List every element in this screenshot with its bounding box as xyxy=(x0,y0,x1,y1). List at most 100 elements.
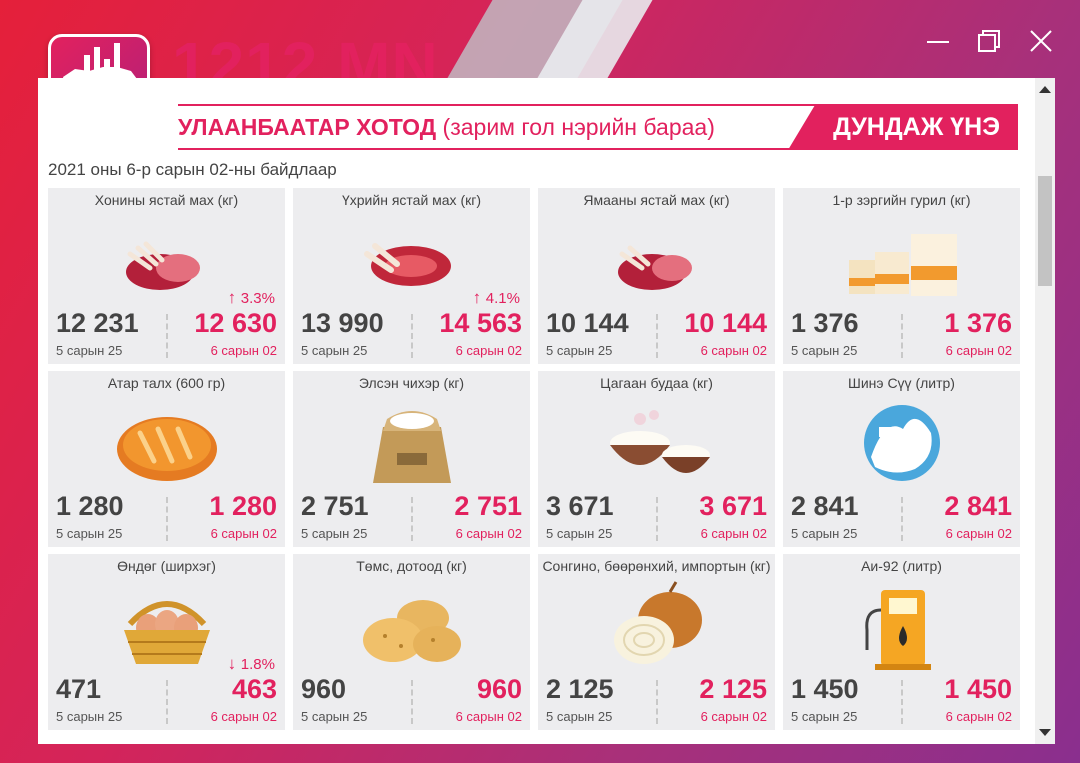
previous-date: 5 сарын 25 xyxy=(546,343,613,358)
price-divider xyxy=(656,497,658,541)
scroll-up-icon[interactable] xyxy=(1039,86,1051,93)
price-card: Шинэ Сүү (литр) 2 841 5 сарын 25 2 841 6 сар… xyxy=(783,371,1020,547)
item-title: Атар талх (600 гр) xyxy=(107,375,226,391)
item-title: Элсэн чихэр (кг) xyxy=(358,375,465,391)
arrow-up-icon: ↑ xyxy=(227,288,241,307)
previous-price: 960 xyxy=(301,674,347,704)
beef-ribs-icon xyxy=(345,214,479,306)
price-divider xyxy=(656,314,658,358)
price-card: Өндөг (ширхэг) 471 5 сарын 25 463 6 сарын 02… xyxy=(48,554,285,730)
current-date: 6 сарын 02 xyxy=(945,343,1012,358)
milk-icon xyxy=(835,397,969,489)
item-title: Ямааны ястай мах (кг) xyxy=(583,192,730,208)
price-card: 1-р зэргийн гурил (кг) 1 376 5 сарын 25 1 3… xyxy=(783,188,1020,364)
onion-icon xyxy=(590,580,724,672)
previous-price: 1 450 xyxy=(791,674,859,704)
price-card: Хонины ястай мах (кг) 12 231 5 сарын 25 12 … xyxy=(48,188,285,364)
maximize-icon[interactable] xyxy=(976,28,1004,56)
price-card: Төмс, дотоод (кг) 960 5 сарын 25 960 6 сарын… xyxy=(293,554,530,730)
city-note: (зарим гол нэрийн бараа) xyxy=(442,114,715,140)
rice-bowls-icon xyxy=(590,397,724,489)
current-price: 12 630 xyxy=(194,308,277,338)
price-divider xyxy=(901,680,903,724)
current-date: 6 сарын 02 xyxy=(945,709,1012,724)
subheader: УЛААНБААТАР ХОТОД (зарим гол нэрийн бара… xyxy=(178,104,1018,150)
previous-date: 5 сарын 25 xyxy=(301,709,368,724)
current-price: 14 563 xyxy=(439,308,522,338)
sugar-sack-icon xyxy=(345,397,479,489)
current-price: 1 450 xyxy=(944,674,1012,704)
current-price: 3 671 xyxy=(699,491,767,521)
price-divider xyxy=(656,680,658,724)
previous-price: 2 125 xyxy=(546,674,614,704)
arrow-down-icon: ↓ xyxy=(227,654,241,673)
previous-date: 5 сарын 25 xyxy=(56,343,123,358)
previous-date: 5 сарын 25 xyxy=(791,343,858,358)
current-date: 6 сарын 02 xyxy=(210,526,277,541)
price-card: Сонгино, бөөрөнхий, импортын (кг) 2 125 5 … xyxy=(538,554,775,730)
scroll-down-icon[interactable] xyxy=(1039,729,1051,736)
bread-icon xyxy=(100,397,234,489)
previous-price: 1 280 xyxy=(56,491,124,521)
vertical-scrollbar[interactable] xyxy=(1035,78,1055,744)
price-divider xyxy=(411,497,413,541)
mutton-ribs-icon xyxy=(100,214,234,306)
price-change-value: 4.1% xyxy=(485,290,520,307)
price-card: Атар талх (600 гр) 1 280 5 сарын 25 1 280 6 … xyxy=(48,371,285,547)
price-card: Элсэн чихэр (кг) 2 751 5 сарын 25 2 751 6 са… xyxy=(293,371,530,547)
current-price: 2 125 xyxy=(699,674,767,704)
city-heading: УЛААНБААТАР ХОТОД (зарим гол нэрийн бара… xyxy=(178,114,715,141)
price-change: ↑ 4.1% xyxy=(473,288,520,308)
item-title: Хонины ястай мах (кг) xyxy=(94,192,239,208)
price-card: Цагаан будаа (кг) 3 671 5 сарын 25 3 671 6 с… xyxy=(538,371,775,547)
previous-price: 1 376 xyxy=(791,308,859,338)
minimize-icon[interactable] xyxy=(925,28,953,56)
previous-price: 2 841 xyxy=(791,491,859,521)
date-line: 2021 оны 6-р сарын 02-ны байдлаар xyxy=(48,160,337,179)
price-change-value: 1.8% xyxy=(240,656,275,673)
close-icon[interactable] xyxy=(1028,28,1056,56)
current-price: 2 841 xyxy=(944,491,1012,521)
current-price: 1 376 xyxy=(944,308,1012,338)
item-title: Сонгино, бөөрөнхий, импортын (кг) xyxy=(542,558,771,574)
current-date: 6 сарын 02 xyxy=(700,343,767,358)
current-price: 2 751 xyxy=(454,491,522,521)
previous-date: 5 сарын 25 xyxy=(791,709,858,724)
content-panel: УЛААНБААТАР ХОТОД (зарим гол нэрийн бара… xyxy=(38,78,1055,744)
price-divider xyxy=(901,314,903,358)
previous-price: 13 990 xyxy=(301,308,384,338)
current-price: 10 144 xyxy=(684,308,767,338)
previous-price: 3 671 xyxy=(546,491,614,521)
previous-price: 2 751 xyxy=(301,491,369,521)
previous-date: 5 сарын 25 xyxy=(56,526,123,541)
price-card: Ямааны ястай мах (кг) 10 144 5 сарын 25 10 … xyxy=(538,188,775,364)
current-date: 6 сарын 02 xyxy=(210,343,277,358)
item-title: Өндөг (ширхэг) xyxy=(117,558,216,574)
item-title: Аи-92 (литр) xyxy=(861,558,942,574)
city-name: УЛААНБААТАР ХОТОД xyxy=(178,114,437,140)
previous-price: 12 231 xyxy=(56,308,139,338)
current-price: 1 280 xyxy=(209,491,277,521)
current-date: 6 сарын 02 xyxy=(700,526,767,541)
price-card: Аи-92 (литр) 1 450 5 сарын 25 1 450 6 сарын … xyxy=(783,554,1020,730)
current-date: 6 сарын 02 xyxy=(700,709,767,724)
previous-date: 5 сарын 25 xyxy=(546,526,613,541)
price-change-value: 3.3% xyxy=(240,290,275,307)
price-change: ↓ 1.8% xyxy=(228,654,275,674)
fuel-pump-icon xyxy=(835,580,969,672)
price-divider xyxy=(166,680,168,724)
price-divider xyxy=(901,497,903,541)
item-title: Үхрийн ястай мах (кг) xyxy=(341,192,482,208)
egg-basket-icon xyxy=(100,580,234,672)
previous-date: 5 сарын 25 xyxy=(301,526,368,541)
price-divider xyxy=(411,314,413,358)
potatoes-icon xyxy=(345,580,479,672)
price-change: ↑ 3.3% xyxy=(228,288,275,308)
average-price-badge: ДУНДАЖ ҮНЭ xyxy=(788,104,1018,150)
flour-bags-icon xyxy=(835,214,969,306)
current-date: 6 сарын 02 xyxy=(455,709,522,724)
previous-date: 5 сарын 25 xyxy=(56,709,123,724)
scroll-thumb[interactable] xyxy=(1038,176,1052,286)
goat-meat-icon xyxy=(590,214,724,306)
item-title: Цагаан будаа (кг) xyxy=(600,375,713,391)
